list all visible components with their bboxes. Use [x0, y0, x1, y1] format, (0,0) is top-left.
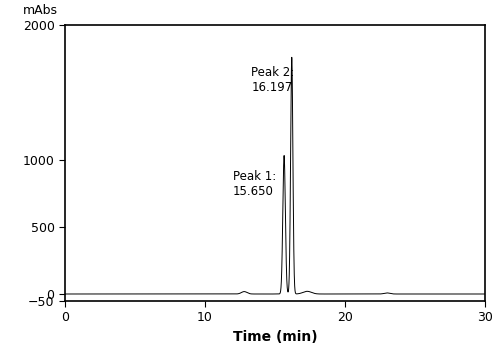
Text: Peak 1:
15.650: Peak 1: 15.650: [233, 170, 276, 198]
X-axis label: Time (min): Time (min): [232, 330, 318, 344]
Text: Peak 2:
16.197: Peak 2: 16.197: [251, 66, 294, 94]
Text: mAbs: mAbs: [23, 4, 58, 17]
